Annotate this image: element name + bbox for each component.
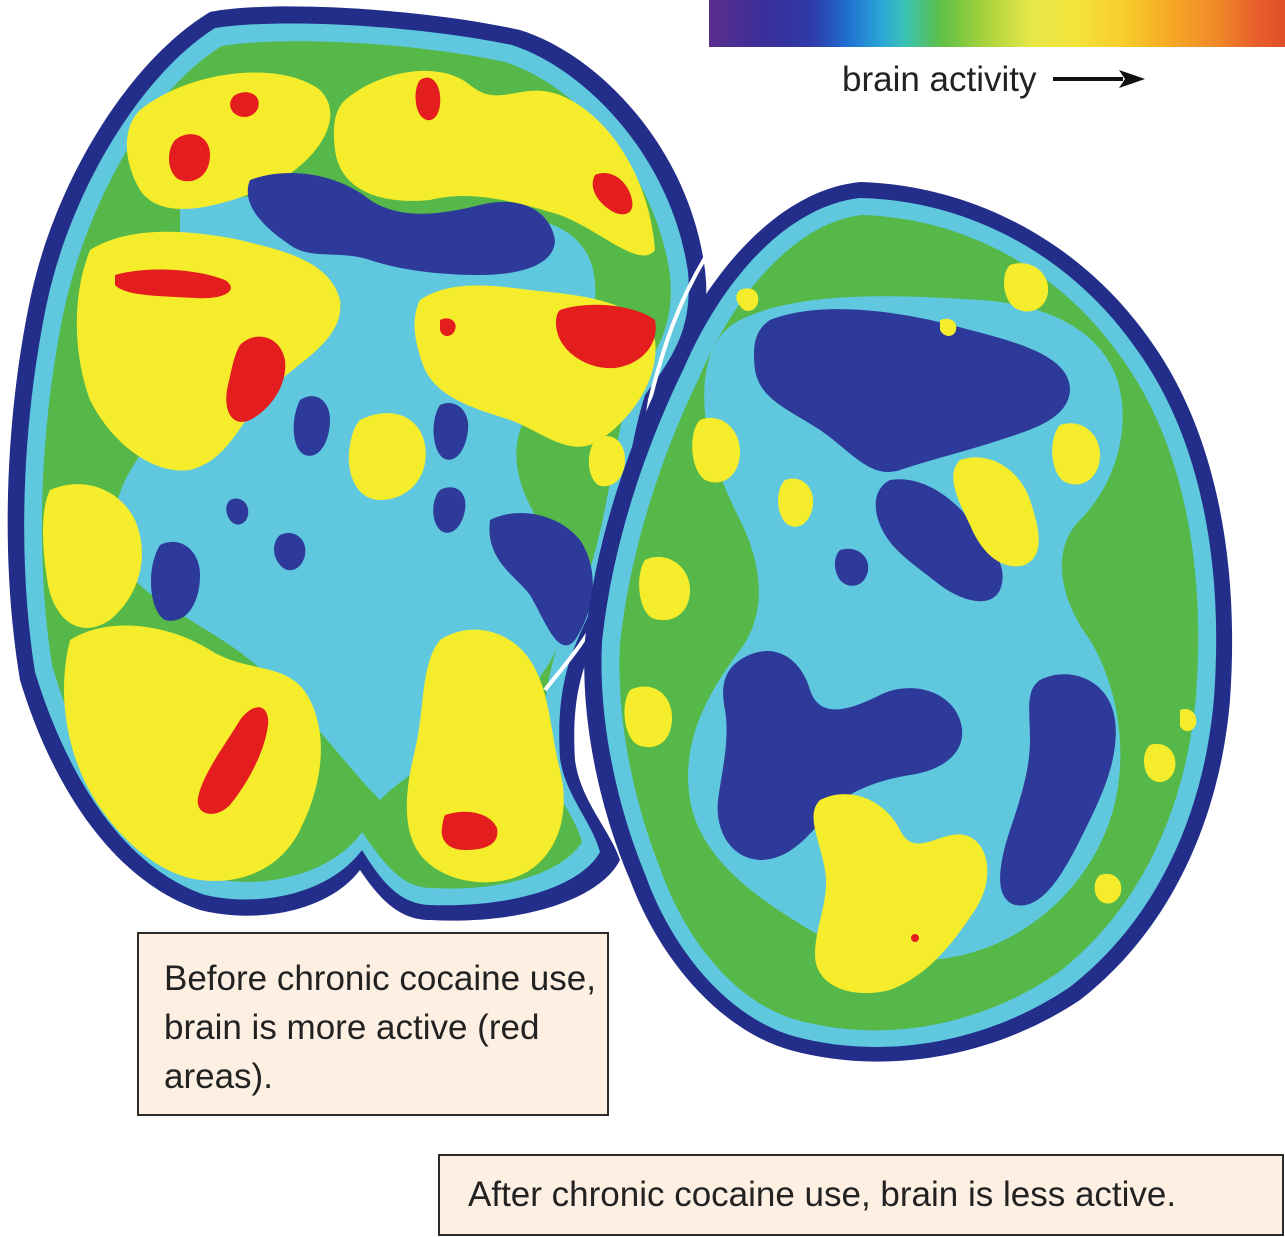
activity-color-scale bbox=[709, 0, 1285, 47]
activity-scale-caption: brain activity bbox=[842, 56, 1145, 102]
brain-scan-before bbox=[7, 6, 707, 921]
brain-scan-after bbox=[543, 182, 1233, 1062]
caption-after: After chronic cocaine use, brain is less… bbox=[438, 1154, 1284, 1236]
caption-before: Before chronic cocaine use, brain is mor… bbox=[137, 932, 609, 1116]
activity-scale-label: brain activity bbox=[842, 59, 1037, 99]
right-arrow-icon bbox=[1052, 70, 1145, 88]
